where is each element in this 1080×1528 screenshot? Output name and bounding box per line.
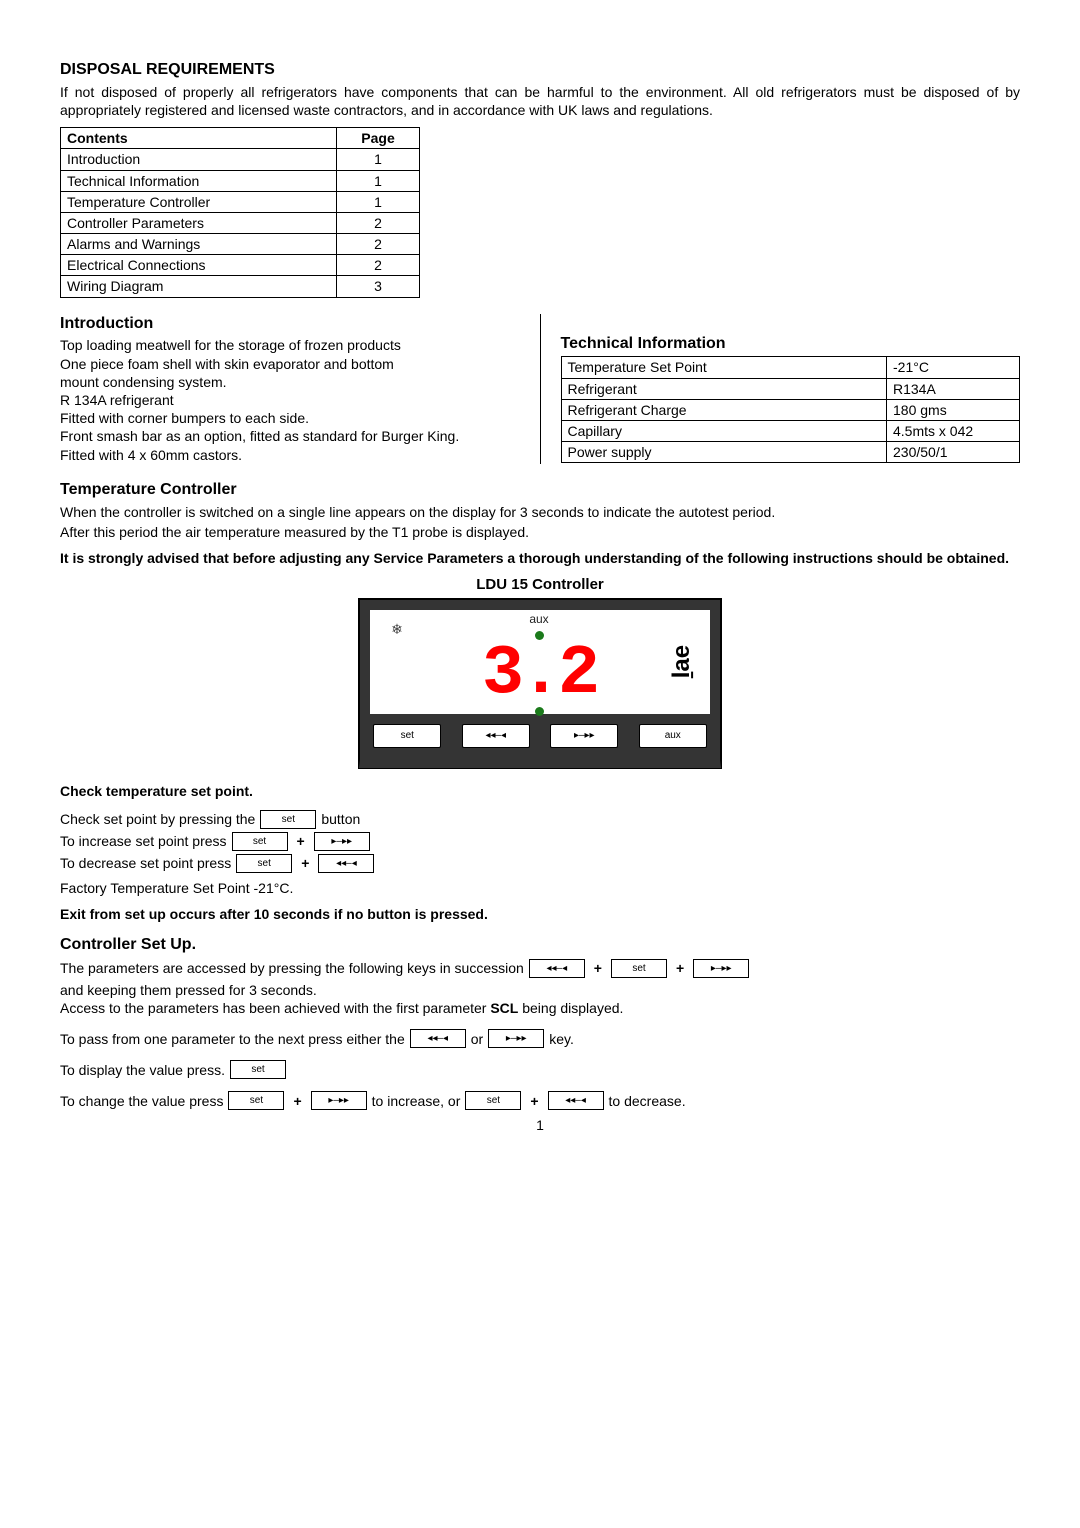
- intro-line: mount condensing system.: [60, 373, 520, 391]
- exit-note: Exit from set up occurs after 10 seconds…: [60, 905, 1020, 923]
- page-number: 1: [60, 1116, 1020, 1134]
- indicator-led-icon: [535, 707, 544, 716]
- intro-line: Fitted with corner bumpers to each side.: [60, 409, 520, 427]
- temp-controller-heading: Temperature Controller: [60, 480, 1020, 501]
- intro-line: Front smash bar as an option, fitted as …: [60, 427, 520, 445]
- key-set: set: [228, 1091, 284, 1110]
- table-row: Alarms and Warnings2: [61, 234, 420, 255]
- setup-access-line-post: and keeping them pressed for 3 seconds.: [60, 981, 1020, 999]
- controller-right-button[interactable]: ▸–▸▸: [550, 724, 618, 748]
- technical-heading: Technical Information: [561, 334, 1021, 355]
- key-right: ▸–▸▸: [693, 959, 749, 978]
- setup-access-line: The parameters are accessed by pressing …: [60, 959, 1020, 978]
- table-row: Wiring Diagram3: [61, 276, 420, 297]
- contents-page-header: Page: [337, 128, 420, 149]
- introduction-heading: Introduction: [60, 314, 520, 335]
- temp-controller-p2: After this period the air temperature me…: [60, 523, 1020, 541]
- check-setpoint-line3: To decrease set point press set + ◂◂–◂: [60, 854, 1020, 873]
- disposal-body: If not disposed of properly all refriger…: [60, 83, 1020, 119]
- disposal-section: DISPOSAL REQUIREMENTS If not disposed of…: [60, 60, 1020, 119]
- key-right: ▸–▸▸: [311, 1091, 367, 1110]
- controller-set-button[interactable]: set: [373, 724, 441, 748]
- controller-aux-button[interactable]: aux: [639, 724, 707, 748]
- intro-line: Top loading meatwell for the storage of …: [60, 336, 520, 354]
- snowflake-icon: ❄: [370, 610, 424, 714]
- temp-controller-p1: When the controller is switched on a sin…: [60, 503, 1020, 521]
- table-row: Controller Parameters2: [61, 212, 420, 233]
- table-row: Temperature Set Point-21°C: [561, 357, 1020, 378]
- table-row: RefrigerantR134A: [561, 378, 1020, 399]
- controller-lcd: ❄ aux 3.2 lae: [370, 610, 710, 714]
- table-row: Power supply230/50/1: [561, 442, 1020, 463]
- controller-left-button[interactable]: ◂◂–◂: [462, 724, 530, 748]
- key-left: ◂◂–◂: [548, 1091, 604, 1110]
- key-set: set: [260, 810, 316, 829]
- key-set: set: [232, 832, 288, 851]
- plus-icon: +: [293, 832, 309, 850]
- plus-icon: +: [672, 959, 688, 977]
- setup-scl-line: Access to the parameters has been achiev…: [60, 999, 1020, 1017]
- check-setpoint-line2: To increase set point press set + ▸–▸▸: [60, 832, 1020, 851]
- display-digits: 3.2: [424, 643, 654, 707]
- table-row: Capillary4.5mts x 042: [561, 421, 1020, 442]
- technical-column: Technical Information Temperature Set Po…: [561, 314, 1021, 464]
- disposal-heading: DISPOSAL REQUIREMENTS: [60, 60, 1020, 81]
- key-left: ◂◂–◂: [410, 1029, 466, 1048]
- setup-pass-line: To pass from one parameter to the next p…: [60, 1029, 1020, 1048]
- plus-icon: +: [590, 959, 606, 977]
- key-set: set: [230, 1060, 286, 1079]
- plus-icon: +: [289, 1092, 305, 1110]
- key-left: ◂◂–◂: [318, 854, 374, 873]
- plus-icon: +: [526, 1092, 542, 1110]
- table-row: Electrical Connections2: [61, 255, 420, 276]
- key-set: set: [465, 1091, 521, 1110]
- contents-table: Contents Page Introduction1 Technical In…: [60, 127, 420, 298]
- setup-display-line: To display the value press. set: [60, 1060, 1020, 1079]
- temp-controller-p3: It is strongly advised that before adjus…: [60, 549, 1020, 567]
- setup-heading: Controller Set Up.: [60, 935, 1020, 956]
- technical-table: Temperature Set Point-21°C RefrigerantR1…: [561, 356, 1021, 463]
- lcd-center: aux 3.2: [424, 610, 654, 714]
- key-left: ◂◂–◂: [529, 959, 585, 978]
- check-setpoint-heading: Check temperature set point.: [60, 782, 1020, 800]
- key-right: ▸–▸▸: [314, 832, 370, 851]
- intro-tech-columns: Introduction Top loading meatwell for th…: [60, 314, 1020, 464]
- introduction-column: Introduction Top loading meatwell for th…: [60, 314, 541, 464]
- table-header-row: Contents Page: [61, 128, 420, 149]
- table-row: Temperature Controller1: [61, 191, 420, 212]
- factory-setpoint: Factory Temperature Set Point -21°C.: [60, 879, 1020, 897]
- table-row: Technical Information1: [61, 170, 420, 191]
- check-setpoint-line1: Check set point by pressing the set butt…: [60, 810, 1020, 829]
- key-set: set: [236, 854, 292, 873]
- intro-line: One piece foam shell with skin evaporato…: [60, 355, 520, 373]
- setup-change-line: To change the value press set + ▸–▸▸ to …: [60, 1091, 1020, 1110]
- controller-figure: LDU 15 Controller ❄ aux 3.2 lae set ◂◂–◂…: [60, 575, 1020, 768]
- intro-line: Fitted with 4 x 60mm castors.: [60, 446, 520, 464]
- key-right: ▸–▸▸: [488, 1029, 544, 1048]
- key-set: set: [611, 959, 667, 978]
- contents-title: Contents: [61, 128, 337, 149]
- table-row: Refrigerant Charge180 gms: [561, 399, 1020, 420]
- plus-icon: +: [297, 854, 313, 872]
- controller-title: LDU 15 Controller: [60, 575, 1020, 595]
- controller-body: ❄ aux 3.2 lae set ◂◂–◂ ▸–▸▸ aux: [359, 599, 721, 768]
- brand-mark: lae: [654, 610, 710, 714]
- controller-button-row: set ◂◂–◂ ▸–▸▸ aux: [370, 724, 710, 748]
- intro-line: R 134A refrigerant: [60, 391, 520, 409]
- table-row: Introduction1: [61, 149, 420, 170]
